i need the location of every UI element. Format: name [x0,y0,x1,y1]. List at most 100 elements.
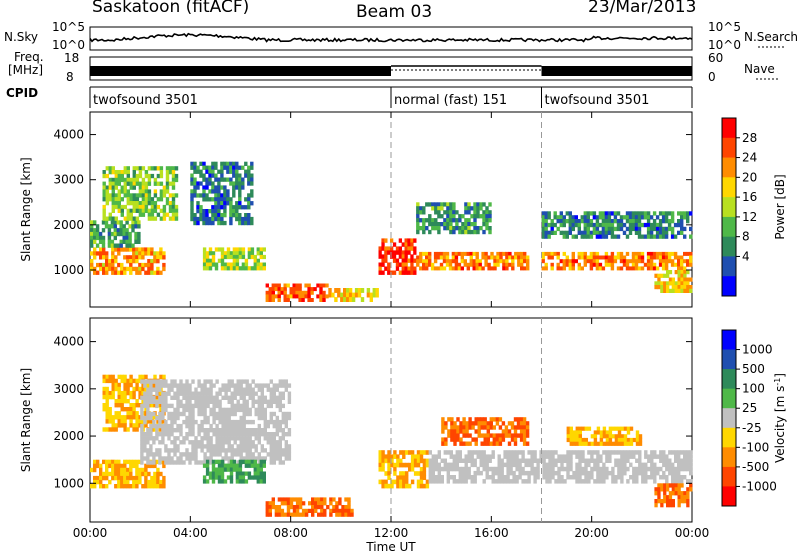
heatmap-cell [287,452,292,457]
heatmap-cell [214,475,219,480]
heatmap-cell [280,290,284,295]
heatmap-cell [245,403,249,409]
heatmap-cell [519,421,524,426]
heatmap-cell [506,475,510,480]
heatmap-cell [550,222,554,228]
heatmap-cell [583,219,587,224]
heatmap-cell [521,466,525,472]
heatmap-cell [162,255,166,260]
heatmap-cell [132,170,136,175]
heatmap-cell [425,226,429,231]
heatmap-cell [126,484,130,489]
heatmap-cell [260,407,264,413]
heatmap-cell [99,266,103,272]
heatmap-cell [559,222,563,228]
heatmap-cell [581,441,585,446]
heatmap-cell [586,259,590,264]
heatmap-cell [395,258,400,263]
heatmap-cell [156,255,160,260]
heatmap-cell [242,391,246,396]
heatmap-cell [686,487,690,492]
heatmap-cell [457,266,462,271]
heatmap-cell [454,262,459,267]
heatmap-cell [117,382,121,388]
heatmap-cell [577,251,581,256]
heatmap-cell [251,419,255,425]
heatmap-cell [649,215,654,220]
heatmap-cell [544,230,548,235]
heatmap-cell [105,390,109,396]
heatmap-cell [141,374,145,380]
heatmap-cell [278,399,282,404]
heatmap-cell [162,251,166,256]
heatmap-cell [230,399,234,404]
heatmap-cell [119,243,123,248]
power-colorbar-swatch [722,216,736,237]
heatmap-cell [191,440,195,445]
heatmap-cell [114,403,118,408]
heatmap-cell [164,407,168,413]
heatmap-cell [666,499,670,504]
heatmap-cell [533,454,537,459]
heatmap-cell [265,512,269,517]
heatmap-cell [677,458,681,463]
heatmap-cell [229,161,233,166]
heatmap-cell [292,287,296,292]
heatmap-cell [378,454,382,459]
heatmap-cell [105,173,109,179]
heatmap-cell [149,436,153,441]
heatmap-cell [108,479,112,485]
heatmap-cell [671,499,675,504]
heatmap-cell [479,450,483,455]
heatmap-cell [292,290,296,295]
heatmap-cell [214,216,218,222]
heatmap-cell [102,255,106,260]
heatmap-cell [431,202,435,207]
heatmap-cell [307,283,311,288]
heatmap-cell [484,251,488,256]
heatmap-cell [123,427,127,432]
velocity-colorbar-swatch [722,349,736,370]
heatmap-cell [614,426,619,431]
heatmap-cell [596,462,600,468]
heatmap-cell [677,470,681,476]
heatmap-cell [102,484,106,489]
heatmap-cell [155,391,159,396]
heatmap-cell [191,428,195,433]
heatmap-cell [419,471,424,476]
heatmap-cell [571,251,575,256]
heatmap-cell [404,254,408,259]
heatmap-cell [428,259,432,264]
heatmap-cell [490,255,494,260]
heatmap-cell [164,379,168,384]
heatmap-cell [251,391,255,396]
heatmap-cell [245,432,249,437]
heatmap-cell [461,229,465,235]
heatmap-cell [215,436,219,441]
heatmap-cell [283,512,288,517]
heatmap-cell [150,201,155,206]
heatmap-cell [105,475,109,481]
heatmap-cell [214,471,219,476]
heatmap-cell [407,270,411,275]
velocity-colorbar-tick-label: -100 [742,440,769,454]
heatmap-cell [96,479,100,485]
x-tick-label: 04:00 [173,526,208,540]
heatmap-cell [113,235,117,241]
heatmap-cell [224,456,228,461]
heatmap-cell [230,436,234,441]
heatmap-cell [194,448,198,453]
heatmap-cell [144,463,148,469]
heatmap-cell [188,399,192,404]
heatmap-cell [541,266,545,271]
heatmap-cell [560,454,564,459]
heatmap-cell [245,448,249,453]
heatmap-cell [396,483,400,489]
heatmap-cell [680,466,684,472]
heatmap-cell [218,407,222,413]
heatmap-cell [215,423,219,429]
heatmap-cell [235,247,240,252]
heatmap-cell [475,266,479,271]
heatmap-cell [278,407,282,413]
heatmap-cell [653,462,657,468]
